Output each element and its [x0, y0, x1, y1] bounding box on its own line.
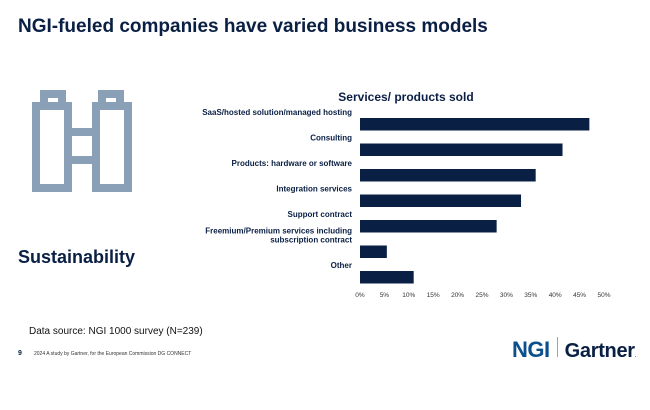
- binoculars-icon: [32, 90, 132, 192]
- ngi-logo: NGI: [512, 337, 550, 362]
- x-tick-label: 0%: [355, 292, 365, 299]
- footer-note: 2024 A study by Gartner, for the Europea…: [34, 351, 192, 357]
- category-label: Integration services: [276, 185, 352, 194]
- category-label: Freemium/Premium services including subsc…: [205, 227, 352, 245]
- page-number: 9: [18, 350, 22, 357]
- category-label: Support contract: [288, 210, 353, 219]
- x-tick-label: 10%: [402, 292, 415, 299]
- page-title: NGI-fueled companies have varied busines…: [18, 16, 488, 37]
- x-tick-label: 25%: [475, 292, 488, 299]
- bar: [360, 220, 497, 233]
- x-tick-label: 50%: [597, 292, 610, 299]
- category-label: Consulting: [310, 134, 352, 143]
- services-bar-chart: Services/ products sold SaaS/hosted solut…: [202, 90, 611, 299]
- logos: NGI Gartner.: [512, 337, 637, 363]
- x-tick-label: 20%: [451, 292, 464, 299]
- data-source: Data source: NGI 1000 survey (N=239): [29, 326, 203, 337]
- bar: [360, 245, 387, 258]
- x-tick-label: 45%: [573, 292, 586, 299]
- bar: [360, 169, 536, 182]
- bar: [360, 194, 522, 207]
- bar: [360, 271, 414, 284]
- x-tick-label: 5%: [380, 292, 390, 299]
- x-tick-label: 35%: [524, 292, 537, 299]
- x-tick-label: 30%: [500, 292, 513, 299]
- x-tick-label: 40%: [549, 292, 562, 299]
- gartner-logo: Gartner: [564, 340, 635, 362]
- category-label: Products: hardware or software: [232, 159, 353, 168]
- logo-divider: [556, 337, 558, 357]
- gartner-logo-dot: .: [634, 352, 637, 359]
- chart-title: Services/ products sold: [338, 90, 473, 104]
- bar: [360, 118, 590, 131]
- section-label: Sustainability: [18, 247, 136, 267]
- category-label: SaaS/hosted solution/managed hosting: [202, 108, 352, 117]
- x-tick-label: 15%: [427, 292, 440, 299]
- bar: [360, 143, 563, 156]
- category-label: Other: [331, 261, 352, 270]
